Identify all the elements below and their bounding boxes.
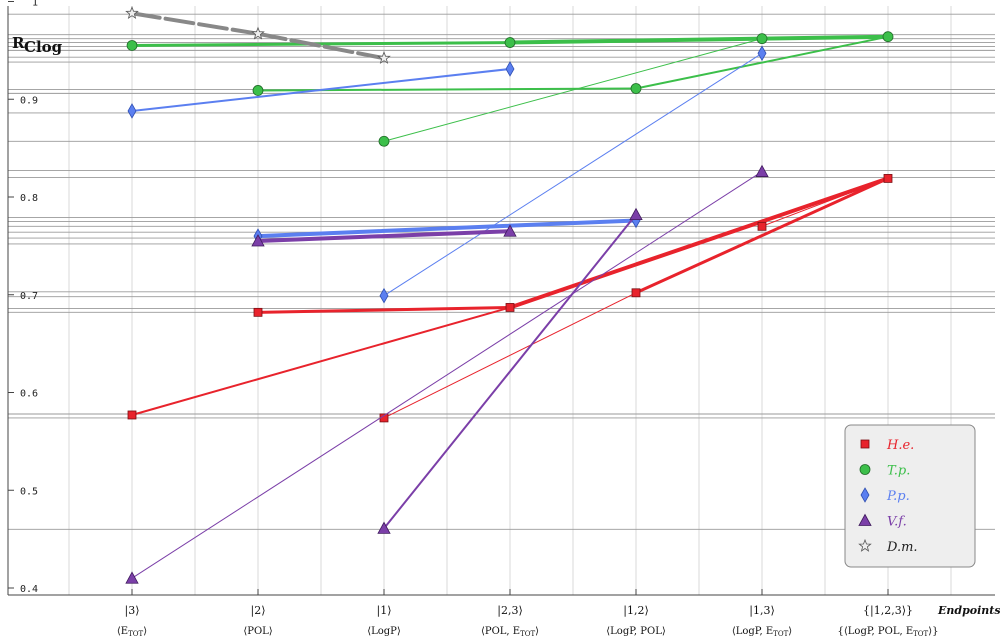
x-tick-sublabel: ⟨POL⟩ (243, 626, 272, 637)
x-tick-sublabel: {⟨LogP, POL, ETOT⟩} (838, 626, 939, 638)
y-tick-label: 0.4 (20, 584, 38, 595)
data-point (126, 40, 138, 51)
legend-marker (858, 538, 872, 552)
series-segment (761, 35, 889, 40)
data-point (127, 103, 137, 119)
data-point (629, 207, 643, 220)
series-segment (635, 35, 889, 90)
series-segment (761, 177, 889, 227)
series-segment (508, 176, 890, 310)
x-tick-label: |3⟩ (125, 604, 140, 618)
series-segment (131, 67, 511, 112)
series-segment (256, 305, 512, 314)
data-point (251, 26, 265, 40)
data-point (504, 37, 516, 48)
y-tick-label: 0.7 (20, 291, 38, 302)
legend-marker (859, 464, 871, 475)
data-point (378, 135, 390, 147)
data-point (756, 33, 768, 45)
legend: H.e. T.p. P.p. V.f. D.m. (844, 424, 976, 568)
x-tick-label: |1,3⟩ (749, 604, 775, 618)
axes-layer: 1 0.9 0.8 0.7 0.6 0.5 0.4 R Clog |3⟩ ⟨ETOT⟩ |2⟩ ⟨POL… (7, 0, 1000, 638)
y-axis-label-sub: Clog (24, 38, 63, 56)
data-point (883, 174, 893, 183)
x-tick-label: |2⟩ (251, 604, 266, 618)
series-tp (126, 31, 894, 147)
series-layer (125, 6, 894, 584)
data-point (505, 61, 515, 77)
data-point (379, 287, 389, 304)
series-segment (131, 171, 763, 579)
data-point (882, 31, 894, 43)
data-point (631, 288, 641, 298)
legend-label: P.p. (886, 489, 910, 504)
data-point (377, 51, 391, 64)
data-point (251, 234, 265, 247)
data-point (125, 571, 139, 584)
series-segment (256, 31, 386, 61)
data-point (630, 83, 642, 94)
legend-box (844, 424, 976, 568)
legend-label: T.p. (887, 464, 910, 479)
data-point (253, 307, 263, 317)
series-vf (125, 164, 769, 584)
data-point (755, 164, 769, 177)
data-point (125, 6, 139, 20)
series-segment (383, 292, 637, 419)
x-tick-label: |1,2⟩ (623, 604, 649, 618)
series-segment (634, 176, 890, 295)
data-point (757, 45, 767, 62)
x-tick-sublabel: ⟨LogP⟩ (367, 626, 401, 637)
legend-marker (860, 439, 870, 449)
y-tick-label: 0.8 (20, 193, 38, 204)
series-segment (383, 52, 763, 297)
data-point (505, 303, 515, 312)
x-tick-sublabel: ⟨LogP, ETOT⟩ (732, 626, 792, 638)
series-segment (130, 11, 260, 36)
x-tick-sublabel: ⟨ETOT⟩ (117, 626, 147, 638)
y-tick-label: 0.5 (20, 486, 38, 497)
data-point (757, 221, 767, 231)
x-tick-sublabel: ⟨LogP, POL⟩ (606, 626, 666, 637)
y-tick-label: 1 (32, 0, 38, 9)
x-tick-label: |2,3⟩ (497, 604, 523, 618)
x-tick-sublabel: ⟨POL, ETOT⟩ (481, 626, 539, 638)
y-tick-label: 0.9 (20, 95, 38, 106)
legend-label: V.f. (887, 515, 907, 530)
y-axis-label: R (12, 34, 25, 52)
legend-marker (858, 513, 872, 526)
series-segment (383, 38, 763, 142)
legend-marker (860, 487, 870, 503)
series-segment (131, 306, 511, 416)
series-he (127, 174, 893, 423)
data-point (377, 521, 391, 534)
series-segment (256, 229, 512, 243)
series-segment (130, 41, 512, 47)
data-point (127, 410, 137, 420)
legend-label: H.e. (886, 438, 914, 453)
series-dm (125, 6, 391, 64)
x-tick-label: |1⟩ (377, 604, 392, 618)
series-segment (383, 213, 637, 530)
x-tick-label: {|1,2,3⟩} (863, 604, 913, 618)
legend-label: D.m. (886, 540, 918, 555)
y-tick-label: 0.6 (20, 389, 38, 400)
series-segment (256, 218, 638, 239)
endpoints-label: Endpoints (937, 604, 1000, 617)
data-point (503, 224, 517, 237)
data-point (252, 85, 264, 96)
